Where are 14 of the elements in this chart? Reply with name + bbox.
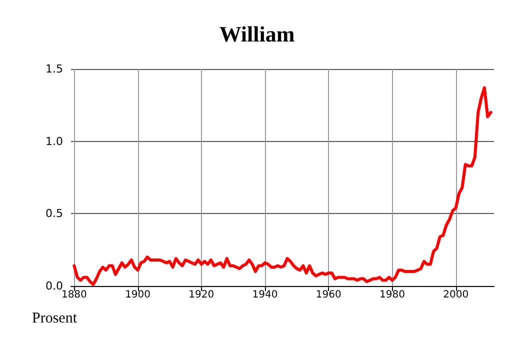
x-tick-label: 1980 <box>380 290 405 300</box>
line-series <box>72 86 492 286</box>
x-tick-label: 2000 <box>443 290 469 300</box>
x-tick-label: 1920 <box>188 290 214 300</box>
x-tick-label: 1900 <box>125 290 151 300</box>
y-tick-label: 0.0 <box>46 280 63 292</box>
x-tick-label: 1880 <box>61 290 87 300</box>
y-axis-title: Prosent <box>32 310 78 326</box>
y-tick-label: 1.5 <box>46 62 63 76</box>
y-tick-label: 0.5 <box>46 207 63 220</box>
x-tick-label: 1940 <box>252 290 278 300</box>
x-tick-label: 1960 <box>316 290 342 300</box>
y-tick-label: 1.0 <box>46 134 63 148</box>
chart-title: William <box>219 22 295 46</box>
